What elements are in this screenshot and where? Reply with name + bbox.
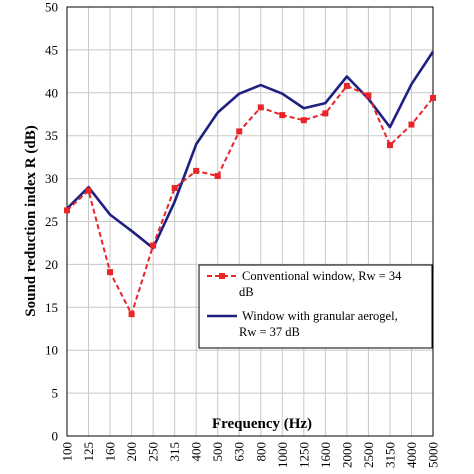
x-tick-label: 125 xyxy=(81,442,96,462)
x-tick-label: 800 xyxy=(253,442,268,462)
x-tick-label: 400 xyxy=(189,442,204,462)
legend-label: Rw = 37 dB xyxy=(239,325,300,339)
y-tick-label: 20 xyxy=(45,257,58,272)
data-point xyxy=(64,207,70,214)
plot-area xyxy=(66,6,434,437)
y-tick-label: 40 xyxy=(45,85,58,100)
x-tick-label: 5000 xyxy=(426,442,441,468)
data-point xyxy=(236,128,243,135)
x-tick-label: 315 xyxy=(167,442,182,462)
x-tick-label: 2500 xyxy=(361,442,376,468)
legend: Conventional window, Rw = 34 dB Window wit… xyxy=(198,264,433,349)
y-tick-label: 0 xyxy=(52,429,59,444)
y-axis-title: Sound reduction index R (dB) xyxy=(23,125,39,316)
data-point xyxy=(322,110,329,117)
x-axis: 100 125 160 200 250 315 400 500 630 800 1000 1250 16… xyxy=(60,442,441,468)
x-tick-label: 2000 xyxy=(339,442,354,468)
y-axis: 0 5 10 15 20 25 30 35 40 45 50 xyxy=(45,0,58,444)
x-tick-label: 1000 xyxy=(275,442,290,468)
data-point xyxy=(279,112,286,119)
legend-label: Window with granular aerogel, xyxy=(242,309,398,323)
x-tick-label: 1600 xyxy=(318,442,333,468)
x-tick-label: 200 xyxy=(124,442,139,462)
data-point xyxy=(365,92,372,99)
data-point xyxy=(171,185,178,192)
data-point xyxy=(430,94,436,101)
data-point xyxy=(128,311,135,318)
y-tick-label: 45 xyxy=(45,42,58,57)
legend-label: Conventional window, Rw = 34 xyxy=(242,269,402,283)
series-line-1 xyxy=(66,50,435,250)
data-point xyxy=(193,167,200,174)
data-point xyxy=(408,121,415,128)
x-tick-label: 100 xyxy=(60,442,75,462)
y-tick-label: 25 xyxy=(45,214,58,229)
series-line-0 xyxy=(66,84,434,316)
x-tick-label: 1250 xyxy=(296,442,311,468)
x-tick-label: 160 xyxy=(103,442,118,462)
y-tick-label: 15 xyxy=(45,300,58,315)
y-tick-label: 5 xyxy=(52,386,59,401)
legend-box xyxy=(198,264,433,349)
x-tick-label: 3150 xyxy=(382,442,397,468)
y-tick-label: 35 xyxy=(45,128,58,143)
data-point xyxy=(343,82,350,89)
x-tick-label: 4000 xyxy=(404,442,419,468)
legend-marker xyxy=(219,273,225,279)
x-axis-title: Frequency (Hz) xyxy=(212,416,312,432)
data-point xyxy=(300,117,307,124)
data-point xyxy=(150,242,157,249)
data-point xyxy=(386,142,393,149)
x-tick-label: 500 xyxy=(210,442,225,462)
y-tick-label: 10 xyxy=(45,343,58,358)
series-group xyxy=(64,50,436,318)
x-tick-label: 250 xyxy=(146,442,161,462)
y-tick-label: 30 xyxy=(45,171,58,186)
y-tick-label: 50 xyxy=(45,0,58,15)
data-point xyxy=(85,187,92,194)
grid xyxy=(66,6,434,437)
legend-label: dB xyxy=(239,285,254,299)
x-tick-label: 630 xyxy=(232,442,247,462)
data-point xyxy=(214,173,221,180)
data-point xyxy=(257,104,264,111)
data-point xyxy=(107,269,114,276)
